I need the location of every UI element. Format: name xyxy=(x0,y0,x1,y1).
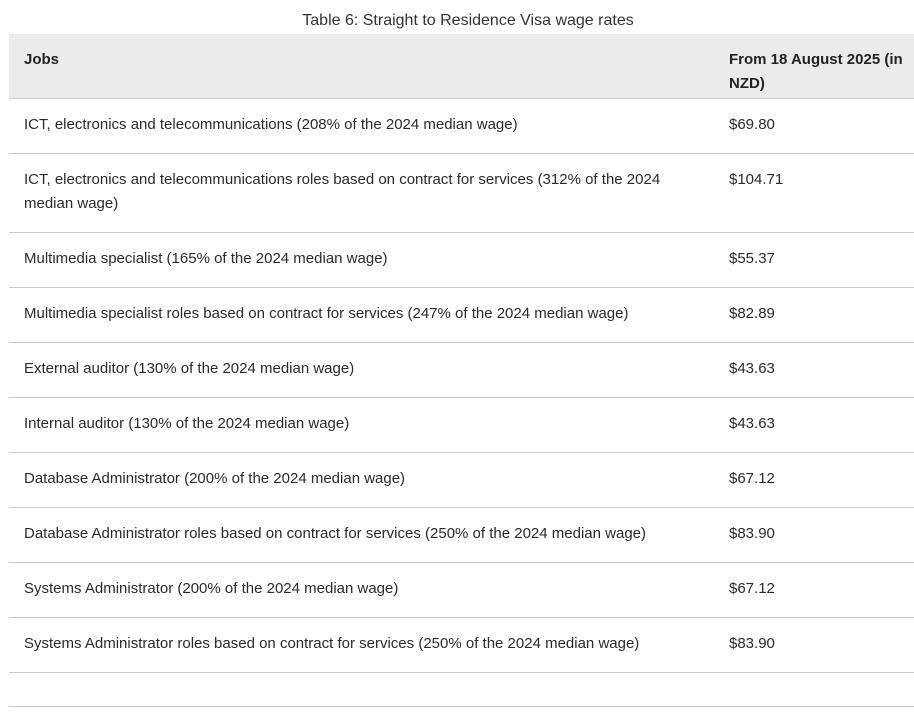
job-cell: ICT, electronics and telecommunications … xyxy=(9,98,715,154)
table-header-row: Jobs From 18 August 2025 (in NZD) xyxy=(9,34,914,99)
table-row: Systems Administrator roles based on con… xyxy=(9,617,914,673)
job-cell: Database Administrator roles based on co… xyxy=(9,507,715,563)
rate-cell: $83.90 xyxy=(715,507,914,563)
rate-cell: $104.71 xyxy=(715,153,914,233)
rate-column-header: From 18 August 2025 (in NZD) xyxy=(715,34,914,99)
jobs-column-header: Jobs xyxy=(9,34,715,99)
table-row: Multimedia specialist roles based on con… xyxy=(9,287,914,343)
rate-cell: $82.89 xyxy=(715,287,914,343)
table-row: Multimedia specialist (165% of the 2024 … xyxy=(9,232,914,288)
table-caption: Table 6: Straight to Residence Visa wage… xyxy=(302,12,634,29)
rate-cell: $43.63 xyxy=(715,342,914,398)
rate-cell: $67.12 xyxy=(715,562,914,618)
job-cell: Internal auditor (130% of the 2024 media… xyxy=(9,397,715,453)
table-row: External auditor (130% of the 2024 media… xyxy=(9,342,914,398)
rate-cell: $55.37 xyxy=(715,232,914,288)
rate-cell: $69.80 xyxy=(715,98,914,154)
table-row: ICT, electronics and telecommunications … xyxy=(9,98,914,154)
job-cell: Systems Administrator roles based on con… xyxy=(9,617,715,673)
job-cell: ICT, electronics and telecommunications … xyxy=(9,153,715,233)
job-cell: Systems Administrator (200% of the 2024 … xyxy=(9,562,715,618)
table-row: ICT, electronics and telecommunications … xyxy=(9,153,914,233)
job-cell: Database Administrator (200% of the 2024… xyxy=(9,452,715,508)
wage-rates-table: Jobs From 18 August 2025 (in NZD) ICT, e… xyxy=(9,34,914,673)
bottom-divider xyxy=(9,706,914,707)
rate-cell: $67.12 xyxy=(715,452,914,508)
rate-cell: $83.90 xyxy=(715,617,914,673)
rate-cell: $43.63 xyxy=(715,397,914,453)
table-row: Systems Administrator (200% of the 2024 … xyxy=(9,562,914,618)
table-row: Database Administrator roles based on co… xyxy=(9,507,914,563)
table-row: Internal auditor (130% of the 2024 media… xyxy=(9,397,914,453)
job-cell: Multimedia specialist (165% of the 2024 … xyxy=(9,232,715,288)
table-row: Database Administrator (200% of the 2024… xyxy=(9,452,914,508)
job-cell: Multimedia specialist roles based on con… xyxy=(9,287,715,343)
job-cell: External auditor (130% of the 2024 media… xyxy=(9,342,715,398)
